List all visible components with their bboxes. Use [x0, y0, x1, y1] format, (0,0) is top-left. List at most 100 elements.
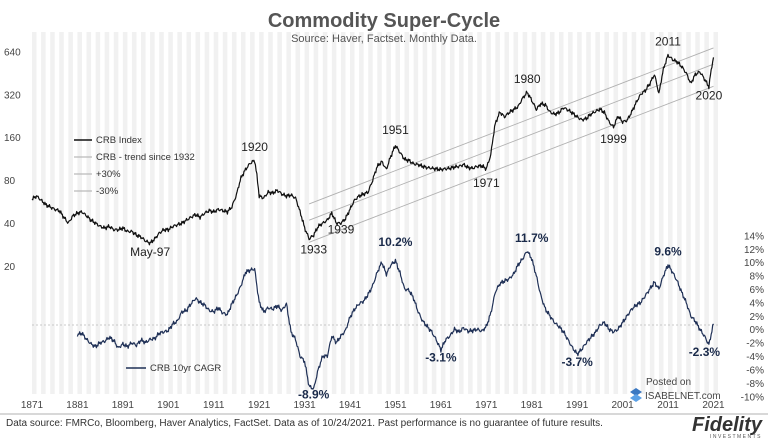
- right-tick-label: -6%: [746, 365, 764, 376]
- x-tick-label: 2021: [702, 400, 725, 411]
- year-band: [640, 32, 646, 394]
- right-tick-label: -4%: [746, 352, 764, 363]
- annotation-label: -8.9%: [298, 387, 330, 401]
- chart-title: Commodity Super-Cycle: [268, 10, 500, 32]
- year-band: [422, 32, 428, 394]
- year-band: [322, 32, 328, 394]
- left-tick-label: 160: [4, 133, 21, 144]
- year-band: [350, 32, 355, 394]
- x-tick-label: 1991: [566, 400, 589, 411]
- right-tick-label: 12%: [744, 245, 764, 256]
- year-band: [95, 32, 101, 394]
- annotation-label: 9.6%: [654, 244, 682, 258]
- year-band: [440, 32, 446, 394]
- isabelnet-icon: [630, 388, 642, 402]
- year-band: [668, 32, 673, 394]
- logo-subtext: INVESTMENTS: [710, 434, 762, 440]
- annotation-label: 10.2%: [378, 235, 412, 249]
- year-band: [658, 32, 664, 394]
- year-band: [495, 32, 500, 394]
- year-band: [195, 32, 201, 394]
- x-tick-label: 1911: [203, 400, 225, 411]
- right-tick-label: -10%: [741, 392, 764, 403]
- year-band: [449, 32, 455, 394]
- year-band: [586, 32, 591, 394]
- year-band: [631, 32, 637, 394]
- annotation-label: May-97: [130, 245, 170, 259]
- year-band: [677, 32, 682, 394]
- year-band: [386, 32, 391, 394]
- year-band: [613, 32, 619, 394]
- left-tick-label: 640: [4, 47, 21, 58]
- chart-subtitle: Source: Haver, Factset. Monthly Data.: [291, 33, 477, 45]
- right-tick-label: -2%: [746, 339, 764, 350]
- right-tick-label: 0%: [750, 325, 765, 336]
- right-tick-label: 6%: [750, 285, 765, 296]
- year-band: [477, 32, 482, 394]
- x-tick-label: 1871: [21, 400, 44, 411]
- right-axis-ticks: 14% 12% 10% 8% 6% 4% 2% 0% -2% -4% -6% -8% -10%: [741, 231, 764, 403]
- annotation-label: 1980: [514, 72, 541, 86]
- year-band: [150, 32, 155, 394]
- x-tick-label: 2001: [611, 400, 634, 411]
- year-band: [213, 32, 219, 394]
- year-band: [277, 32, 282, 394]
- year-band: [568, 32, 573, 394]
- year-band: [558, 32, 564, 394]
- year-band: [50, 32, 55, 394]
- year-band: [340, 32, 346, 394]
- x-tick-label: 1891: [112, 400, 135, 411]
- year-band: [459, 32, 464, 394]
- legend-label-trend: CRB - trend since 1932: [96, 152, 195, 163]
- year-band: [595, 32, 600, 394]
- annotation-label: 1951: [382, 123, 409, 137]
- year-band: [377, 32, 382, 394]
- year-band: [540, 32, 546, 394]
- annotation-label: 1933: [300, 243, 327, 257]
- year-band: [68, 32, 73, 394]
- year-band: [331, 32, 337, 394]
- x-axis-ticks: 1871 1881 1891 1901 1911 1921 1931 1941 1951 1961…: [21, 400, 725, 411]
- year-band: [141, 32, 146, 394]
- right-tick-label: 4%: [750, 298, 765, 309]
- fidelity-logo: Fidelity INVESTMENTS: [692, 414, 763, 440]
- x-tick-label: 1881: [66, 400, 89, 411]
- year-band: [549, 32, 555, 394]
- year-band: [522, 32, 528, 394]
- year-band: [395, 32, 400, 394]
- annotation-label: 1939: [328, 222, 355, 236]
- year-band: [704, 32, 709, 394]
- year-band: [431, 32, 437, 394]
- annotation-label: 1999: [600, 132, 627, 146]
- series-crb-10yr-cagr: [76, 251, 714, 390]
- year-band: [713, 32, 718, 394]
- year-band: [159, 32, 164, 394]
- watermark-posted-on: Posted on: [646, 377, 691, 388]
- x-tick-label: 1901: [157, 400, 180, 411]
- year-band: [32, 32, 37, 394]
- watermark: Posted on ISABELNET.com: [630, 377, 721, 402]
- series-lines: [31, 53, 715, 390]
- annotation-label: -3.1%: [425, 350, 457, 364]
- year-band: [513, 32, 519, 394]
- year-band: [295, 32, 301, 394]
- x-tick-label: 1951: [384, 400, 407, 411]
- year-band: [250, 32, 255, 394]
- right-tick-label: 14%: [744, 231, 764, 242]
- trend-minus-30: [308, 85, 714, 243]
- year-band: [177, 32, 182, 394]
- year-band: [186, 32, 192, 394]
- year-band: [413, 32, 419, 394]
- annotation-label: 1971: [473, 176, 500, 190]
- trend-plus-30: [308, 47, 714, 205]
- right-tick-label: -8%: [746, 379, 764, 390]
- year-band: [131, 32, 137, 394]
- annotation-label: -2.3%: [689, 345, 721, 359]
- year-band: [259, 32, 264, 394]
- right-tick-label: 10%: [744, 258, 764, 269]
- year-band: [468, 32, 473, 394]
- annotation-label: 2011: [655, 35, 681, 49]
- year-band: [531, 32, 537, 394]
- year-band: [695, 32, 700, 394]
